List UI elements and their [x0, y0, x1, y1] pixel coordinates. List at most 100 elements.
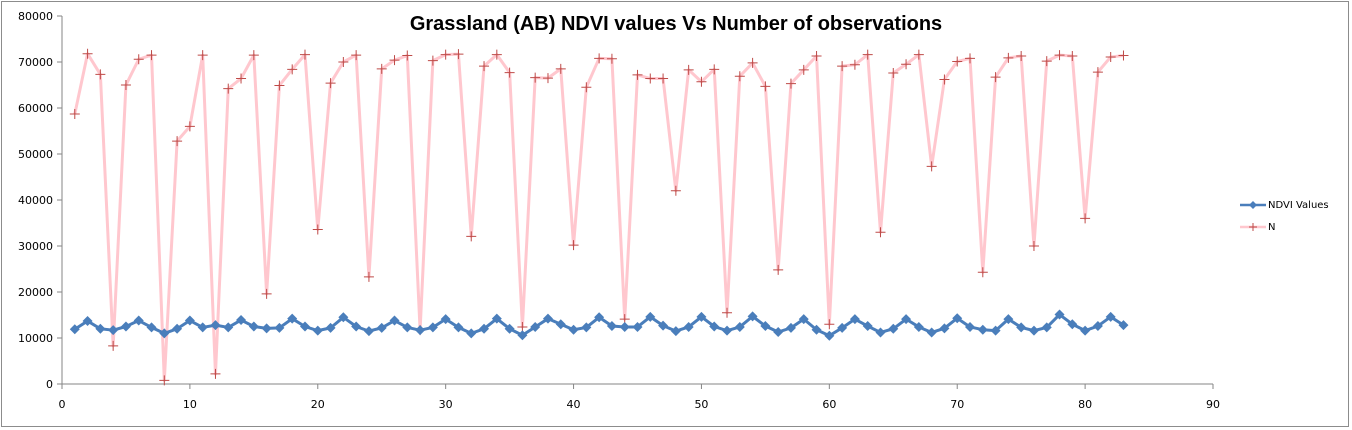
data-point-ndvi [581, 322, 592, 333]
data-point-n [594, 53, 605, 64]
data-point-n [965, 53, 976, 64]
data-point-n [146, 50, 157, 61]
data-point-n [491, 49, 502, 60]
data-point-n [479, 61, 490, 72]
data-point-ndvi [965, 321, 976, 332]
y-tick-label: 40000 [18, 194, 53, 207]
data-point-n [683, 64, 694, 75]
data-point-n [287, 64, 298, 75]
x-tick-label: 70 [950, 398, 964, 411]
data-point-ndvi [223, 322, 234, 333]
data-point-ndvi [632, 321, 643, 332]
data-point-n [888, 68, 899, 79]
data-point-n [849, 59, 860, 70]
data-point-ndvi [261, 323, 272, 334]
data-point-n [798, 64, 809, 75]
data-point-n [402, 50, 413, 61]
data-point-ndvi [939, 323, 950, 334]
data-point-n [555, 63, 566, 74]
data-point-n [120, 80, 131, 90]
data-point-ndvi [1054, 309, 1065, 320]
data-point-ndvi [619, 321, 630, 332]
data-point-ndvi [1028, 325, 1039, 336]
data-point-n [901, 59, 912, 70]
data-point-ndvi [734, 321, 745, 332]
data-point-n [197, 50, 208, 61]
data-point-ndvi [376, 322, 387, 333]
data-point-n [210, 368, 221, 379]
data-point-ndvi [849, 314, 860, 325]
data-point-n [530, 72, 541, 83]
data-point-n [82, 48, 93, 59]
y-tick-label: 20000 [18, 286, 53, 299]
data-point-n [747, 57, 758, 68]
y-tick-label: 50000 [18, 148, 53, 161]
data-point-ndvi [683, 321, 694, 332]
data-point-n [236, 73, 247, 84]
data-point-ndvi [108, 325, 119, 336]
data-point-ndvi [1105, 311, 1116, 322]
data-point-ndvi [977, 324, 988, 335]
y-tick-label: 0 [46, 378, 53, 391]
data-point-n [338, 57, 349, 67]
data-point-ndvi [312, 325, 323, 336]
data-point-ndvi [1092, 321, 1103, 332]
data-point-n [670, 185, 681, 196]
data-point-n [760, 81, 771, 92]
data-point-n [542, 73, 553, 84]
series-line-n [73, 52, 1124, 382]
data-point-ndvi [709, 321, 720, 332]
data-point-ndvi [299, 321, 310, 332]
data-point-n [159, 375, 170, 386]
data-point-n [466, 231, 477, 242]
data-point-ndvi [491, 313, 502, 324]
data-point-n [632, 69, 643, 80]
x-tick-label: 20 [311, 398, 325, 411]
data-point-n [952, 56, 963, 67]
data-point-ndvi [338, 312, 349, 323]
legend: NDVI Values N [1240, 194, 1329, 238]
data-point-n [581, 82, 592, 93]
data-point-n [1003, 52, 1014, 63]
data-point-n [172, 136, 183, 147]
data-point-ndvi [1016, 322, 1027, 333]
data-point-ndvi [722, 325, 733, 336]
data-point-ndvi [389, 315, 400, 326]
data-point-ndvi [952, 313, 963, 324]
series-ndvi-values [69, 309, 1129, 341]
data-point-ndvi [1041, 322, 1052, 333]
data-point-n [133, 54, 144, 65]
data-point-n [504, 67, 515, 78]
data-point-ndvi [542, 313, 553, 324]
data-point-n [1041, 56, 1052, 67]
data-point-n [811, 51, 822, 62]
data-point-n [1118, 50, 1129, 61]
legend-swatch-n [1240, 223, 1266, 231]
x-tick-label: 0 [59, 398, 66, 411]
y-tick-label: 10000 [18, 332, 53, 345]
data-point-n [1054, 50, 1065, 61]
data-point-ndvi [888, 323, 899, 334]
data-point-ndvi [517, 330, 528, 341]
data-point-n [184, 121, 195, 132]
data-point-ndvi [248, 321, 259, 332]
data-point-n [248, 50, 259, 61]
data-point-ndvi [236, 315, 247, 326]
data-point-ndvi [159, 328, 170, 339]
data-point-n [862, 49, 873, 60]
data-point-n [261, 288, 272, 299]
legend-label-n: N [1268, 221, 1276, 233]
data-point-n [824, 319, 835, 330]
series-n [69, 48, 1129, 386]
data-point-ndvi [926, 327, 937, 338]
x-tick-label: 80 [1078, 398, 1092, 411]
y-tick-label: 60000 [18, 102, 53, 115]
data-point-n [427, 55, 438, 66]
data-point-ndvi [875, 327, 886, 338]
data-point-ndvi [785, 322, 796, 333]
data-point-ndvi [210, 320, 221, 331]
data-point-n [1028, 241, 1039, 251]
data-point-n [95, 69, 106, 80]
data-point-n [977, 267, 988, 278]
data-point-n [939, 74, 950, 85]
